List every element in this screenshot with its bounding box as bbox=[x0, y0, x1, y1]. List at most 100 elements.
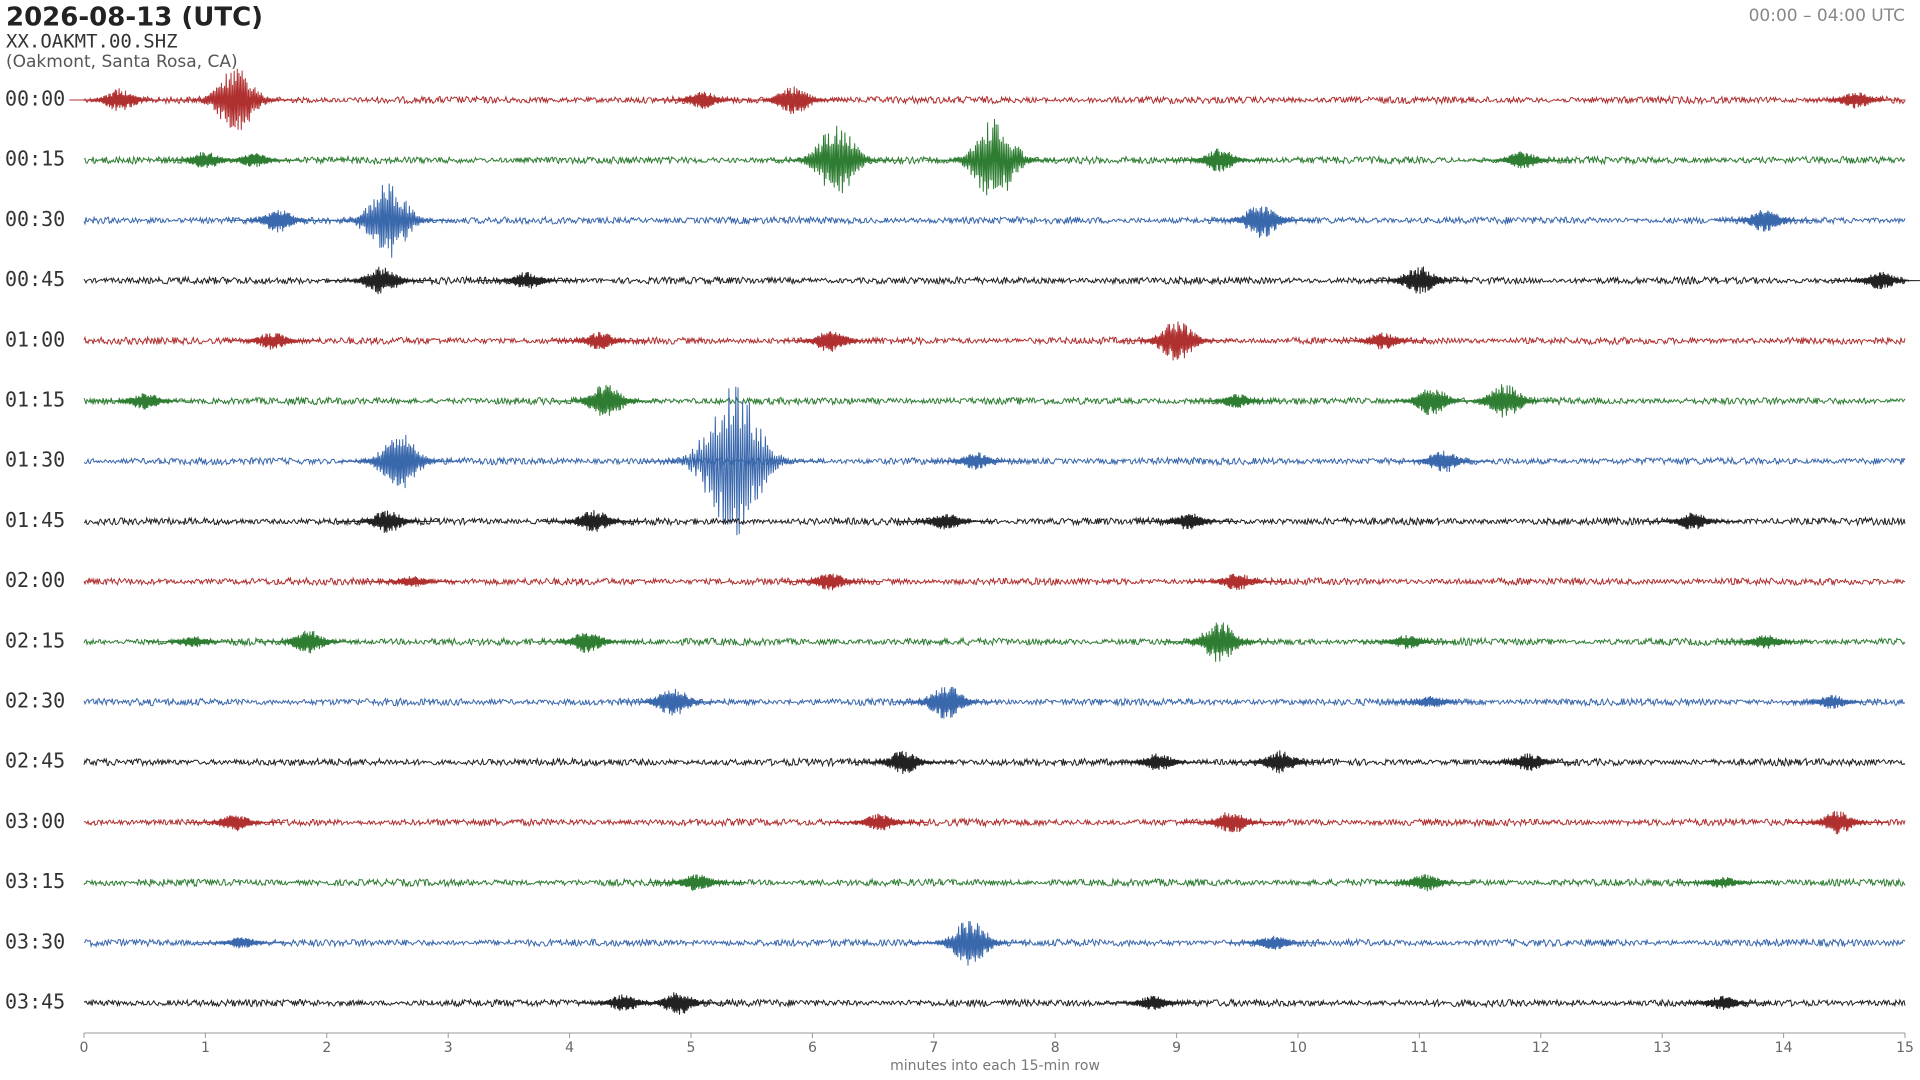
burst bbox=[69, 88, 172, 111]
time-range: 00:00 – 04:00 UTC bbox=[1749, 6, 1905, 26]
burst bbox=[337, 434, 462, 489]
trace bbox=[83, 395, 1906, 407]
burst bbox=[227, 209, 330, 233]
burst bbox=[194, 937, 290, 949]
burst bbox=[1333, 332, 1433, 350]
burst bbox=[830, 813, 929, 831]
burst bbox=[364, 576, 460, 588]
row-label: 03:00 bbox=[5, 809, 65, 833]
trace bbox=[83, 576, 1906, 587]
burst bbox=[771, 125, 903, 194]
trace bbox=[83, 756, 1906, 768]
burst bbox=[1473, 151, 1572, 169]
burst bbox=[654, 91, 753, 109]
burst bbox=[896, 513, 996, 530]
burst bbox=[1674, 995, 1771, 1011]
trace bbox=[83, 997, 1906, 1009]
burst bbox=[320, 183, 455, 258]
row-label: 00:15 bbox=[5, 147, 65, 171]
burst bbox=[223, 333, 322, 350]
row-label: 03:45 bbox=[5, 990, 65, 1014]
burst bbox=[550, 331, 650, 350]
trace bbox=[83, 94, 1906, 106]
burst bbox=[925, 118, 1064, 196]
row-label: 00:30 bbox=[5, 207, 65, 231]
burst bbox=[186, 815, 285, 832]
x-tick-label: 0 bbox=[80, 1040, 89, 1056]
x-tick-label: 13 bbox=[1653, 1040, 1671, 1056]
burst bbox=[1207, 206, 1317, 238]
burst bbox=[145, 636, 241, 648]
burst bbox=[336, 510, 439, 533]
trace bbox=[83, 154, 1906, 166]
trace bbox=[83, 816, 1906, 828]
burst bbox=[1109, 753, 1208, 771]
row-label: 03:15 bbox=[5, 869, 65, 893]
burst bbox=[642, 386, 825, 536]
burst bbox=[1225, 935, 1322, 950]
burst bbox=[1787, 810, 1890, 835]
x-tick-label: 9 bbox=[1172, 1040, 1181, 1056]
x-tick-label: 12 bbox=[1532, 1040, 1550, 1056]
x-tick-label: 14 bbox=[1775, 1040, 1793, 1056]
burst bbox=[1366, 266, 1473, 294]
burst bbox=[1479, 753, 1578, 771]
row-label: 01:00 bbox=[5, 327, 65, 351]
burst bbox=[536, 633, 639, 653]
burst bbox=[1449, 384, 1559, 418]
burst bbox=[911, 921, 1029, 966]
burst bbox=[172, 68, 300, 130]
burst bbox=[95, 393, 194, 410]
row-label: 00:45 bbox=[5, 267, 65, 291]
x-tick-label: 15 bbox=[1896, 1040, 1914, 1056]
x-tick-label: 10 bbox=[1289, 1040, 1307, 1056]
row-label: 01:30 bbox=[5, 448, 65, 472]
burst bbox=[257, 630, 360, 654]
x-tick-label: 1 bbox=[201, 1040, 210, 1056]
burst bbox=[1714, 209, 1817, 232]
burst bbox=[1189, 394, 1286, 408]
burst bbox=[927, 452, 1026, 470]
burst bbox=[1392, 450, 1495, 472]
x-tick-label: 11 bbox=[1410, 1040, 1428, 1056]
row-label: 01:15 bbox=[5, 388, 65, 412]
burst bbox=[741, 86, 847, 115]
burst bbox=[1188, 573, 1287, 591]
row-label: 02:30 bbox=[5, 689, 65, 713]
x-tick-label: 6 bbox=[808, 1040, 817, 1056]
x-tick-label: 5 bbox=[687, 1040, 696, 1056]
burst bbox=[1180, 812, 1283, 833]
chart-title: 2026-08-13 (UTC) bbox=[6, 3, 263, 33]
burst bbox=[1162, 622, 1276, 662]
x-axis-label: minutes into each 15-min row bbox=[890, 1058, 1100, 1074]
burst bbox=[1675, 876, 1771, 889]
burst bbox=[1104, 995, 1201, 1010]
station-code: XX.OAKMT.00.SHZ bbox=[6, 31, 178, 53]
burst bbox=[1168, 148, 1271, 172]
burst bbox=[1120, 321, 1234, 361]
burst bbox=[1717, 635, 1814, 649]
burst bbox=[1784, 694, 1881, 709]
burst bbox=[205, 153, 302, 168]
trace bbox=[83, 636, 1906, 648]
row-label: 03:30 bbox=[5, 929, 65, 953]
burst bbox=[1384, 695, 1479, 708]
burst bbox=[1359, 634, 1456, 649]
x-tick-label: 3 bbox=[444, 1040, 453, 1056]
row-label: 00:00 bbox=[5, 87, 65, 111]
burst bbox=[779, 331, 882, 352]
burst bbox=[627, 992, 730, 1015]
burst bbox=[551, 384, 661, 416]
row-label: 02:00 bbox=[5, 568, 65, 592]
burst bbox=[1228, 750, 1331, 774]
row-label: 01:45 bbox=[5, 508, 65, 532]
x-tick-label: 7 bbox=[929, 1040, 938, 1056]
trace bbox=[83, 877, 1906, 888]
burst bbox=[1807, 92, 1906, 109]
station-location: (Oakmont, Santa Rosa, CA) bbox=[6, 52, 238, 72]
burst bbox=[1643, 512, 1742, 530]
burst bbox=[328, 266, 435, 295]
row-label: 02:15 bbox=[5, 628, 65, 652]
burst bbox=[542, 510, 645, 532]
